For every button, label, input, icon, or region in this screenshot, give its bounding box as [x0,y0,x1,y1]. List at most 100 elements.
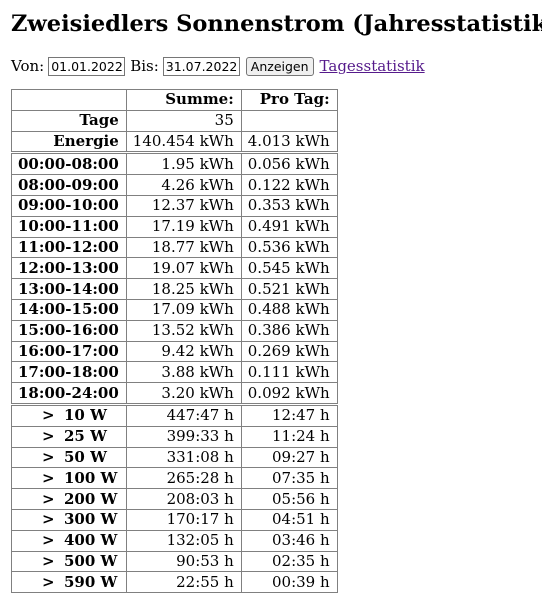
power-threshold-row: >400 W 132:05 h 03:46 h [11,529,338,552]
per-day-cell: 0.353 kWh [240,194,338,217]
per-day-cell: 0.521 kWh [240,278,338,300]
per-day-cell: 0.386 kWh [240,319,338,342]
hour-row: 15:00-16:00 13.52 kWh 0.386 kWh [11,319,338,342]
sum-cell: 265:28 h [125,467,242,490]
sum-cell: 19.07 kWh [125,257,242,280]
power-threshold-row: >100 W 265:28 h 07:35 h [11,467,338,490]
power-threshold-row: >200 W 208:03 h 05:56 h [11,488,338,510]
summary-row: Tage 35 [11,109,338,132]
per-day-cell: 0.488 kWh [240,298,338,321]
threshold-label: >590 W [11,571,127,594]
header-sum: Summe: [125,89,242,111]
page-title: Zweisiedlers Sonnenstrom (Jahresstatisti… [11,11,542,37]
per-day-cell: 09:27 h [240,446,338,469]
header-empty-cell [11,89,127,111]
statistics-body: Tage 35 Energie 140.454 kWh 4.013 kWh 00:00-0… [11,109,338,594]
hour-range-label: 18:00-24:00 [11,382,127,405]
sum-cell: 170:17 h [125,508,242,531]
greater-than-symbol: > [42,447,55,466]
header-per-day: Pro Tag: [240,89,338,111]
von-date-input[interactable] [48,56,126,76]
sum-cell: 331:08 h [125,446,242,469]
sum-cell: 18.25 kWh [125,278,242,300]
sum-cell: 17.09 kWh [125,298,242,321]
threshold-label: >500 W [11,550,127,573]
per-day-cell: 0.092 kWh [240,382,338,405]
hour-row: 14:00-15:00 17.09 kWh 0.488 kWh [11,298,338,321]
sum-cell: 90:53 h [125,550,242,573]
sum-cell: 140.454 kWh [125,130,242,154]
hour-range-label: 15:00-16:00 [11,319,127,342]
hour-row: 10:00-11:00 17.19 kWh 0.491 kWh [11,215,338,238]
threshold-label: >10 W [11,402,127,427]
threshold-label: >25 W [11,425,127,448]
hour-row: 17:00-18:00 3.88 kWh 0.111 kWh [11,361,338,384]
hour-range-label: 16:00-17:00 [11,340,127,363]
threshold-label: >200 W [11,488,127,510]
threshold-label: >300 W [11,508,127,531]
threshold-value: 400 W [64,531,118,550]
greater-than-symbol: > [42,489,55,508]
per-day-cell: 4.013 kWh [240,130,338,154]
hour-row: 08:00-09:00 4.26 kWh 0.122 kWh [11,174,338,196]
per-day-cell: 00:39 h [240,571,338,594]
hour-range-label: 08:00-09:00 [11,174,127,196]
power-threshold-row: >10 W 447:47 h 12:47 h [11,402,338,427]
hour-range-label: 10:00-11:00 [11,215,127,238]
show-button[interactable]: Anzeigen [245,56,314,76]
greater-than-symbol: > [42,531,55,550]
power-threshold-row: >590 W 22:55 h 00:39 h [11,571,338,594]
sum-cell: 3.88 kWh [125,361,242,384]
sum-cell: 13.52 kWh [125,319,242,342]
von-label: Von: [11,57,45,75]
per-day-cell: 03:46 h [240,529,338,552]
hour-row: 09:00-10:00 12.37 kWh 0.353 kWh [11,194,338,217]
power-threshold-row: >25 W 399:33 h 11:24 h [11,425,338,448]
greater-than-symbol: > [42,406,55,425]
sum-cell: 35 [125,109,242,132]
hour-range-label: 13:00-14:00 [11,278,127,300]
per-day-cell [240,109,338,132]
greater-than-symbol: > [42,510,55,529]
power-threshold-row: >300 W 170:17 h 04:51 h [11,508,338,531]
daily-statistics-link[interactable]: Tagesstatistik [319,57,425,75]
per-day-cell: 07:35 h [240,467,338,490]
sum-cell: 208:03 h [125,488,242,510]
threshold-value: 50 W [64,447,107,466]
threshold-value: 100 W [64,468,118,487]
greater-than-symbol: > [42,572,55,591]
row-label: Tage [11,109,127,132]
greater-than-symbol: > [42,551,55,570]
greater-than-symbol: > [42,468,55,487]
sum-cell: 1.95 kWh [125,151,242,176]
hour-range-label: 09:00-10:00 [11,194,127,217]
sum-cell: 22:55 h [125,571,242,594]
power-threshold-row: >500 W 90:53 h 02:35 h [11,550,338,573]
hour-row: 12:00-13:00 19.07 kWh 0.545 kWh [11,257,338,280]
per-day-cell: 04:51 h [240,508,338,531]
hour-range-label: 12:00-13:00 [11,257,127,280]
threshold-value: 590 W [64,572,118,591]
summary-row: Energie 140.454 kWh 4.013 kWh [11,130,338,154]
hour-range-label: 14:00-15:00 [11,298,127,321]
per-day-cell: 0.056 kWh [240,151,338,176]
threshold-value: 10 W [64,406,107,425]
bis-label: Bis: [130,57,159,75]
hour-range-label: 11:00-12:00 [11,236,127,259]
per-day-cell: 0.111 kWh [240,361,338,384]
threshold-value: 200 W [64,489,118,508]
hour-range-label: 17:00-18:00 [11,361,127,384]
hour-range-label: 00:00-08:00 [11,151,127,176]
per-day-cell: 11:24 h [240,425,338,448]
per-day-cell: 12:47 h [240,402,338,427]
table-header-row: Summe: Pro Tag: [11,89,338,111]
sum-cell: 132:05 h [125,529,242,552]
bis-date-input[interactable] [162,56,240,76]
threshold-value: 500 W [64,551,118,570]
sum-cell: 399:33 h [125,425,242,448]
threshold-label: >50 W [11,446,127,469]
row-label: Energie [11,130,127,154]
sum-cell: 3.20 kWh [125,382,242,405]
sum-cell: 17.19 kWh [125,215,242,238]
power-threshold-row: >50 W 331:08 h 09:27 h [11,446,338,469]
